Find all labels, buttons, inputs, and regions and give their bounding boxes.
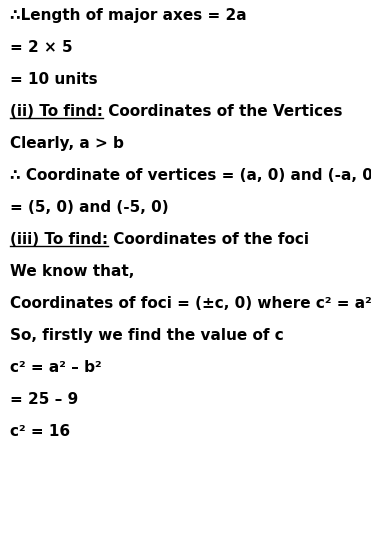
Text: c² = a² – b²: c² = a² – b² bbox=[10, 360, 102, 375]
Text: Clearly, a > b: Clearly, a > b bbox=[10, 136, 124, 151]
Text: (iii) To find:: (iii) To find: bbox=[10, 232, 108, 247]
Text: Coordinates of the foci: Coordinates of the foci bbox=[108, 232, 309, 247]
Text: So, firstly we find the value of c: So, firstly we find the value of c bbox=[10, 328, 284, 343]
Text: = (5, 0) and (-5, 0): = (5, 0) and (-5, 0) bbox=[10, 200, 169, 215]
Text: ∴ Coordinate of vertices = (a, 0) and (-a, 0): ∴ Coordinate of vertices = (a, 0) and (-… bbox=[10, 168, 371, 183]
Text: Coordinates of the Vertices: Coordinates of the Vertices bbox=[103, 104, 342, 119]
Text: = 2 × 5: = 2 × 5 bbox=[10, 40, 73, 55]
Text: c² = 16: c² = 16 bbox=[10, 424, 70, 439]
Text: = 25 – 9: = 25 – 9 bbox=[10, 392, 78, 407]
Text: We know that,: We know that, bbox=[10, 264, 134, 279]
Text: = 10 units: = 10 units bbox=[10, 72, 98, 87]
Text: Coordinates of foci = (±c, 0) where c² = a² – b²: Coordinates of foci = (±c, 0) where c² =… bbox=[10, 296, 371, 311]
Text: (ii) To find:: (ii) To find: bbox=[10, 104, 103, 119]
Text: ∴Length of major axes = 2a: ∴Length of major axes = 2a bbox=[10, 8, 247, 23]
